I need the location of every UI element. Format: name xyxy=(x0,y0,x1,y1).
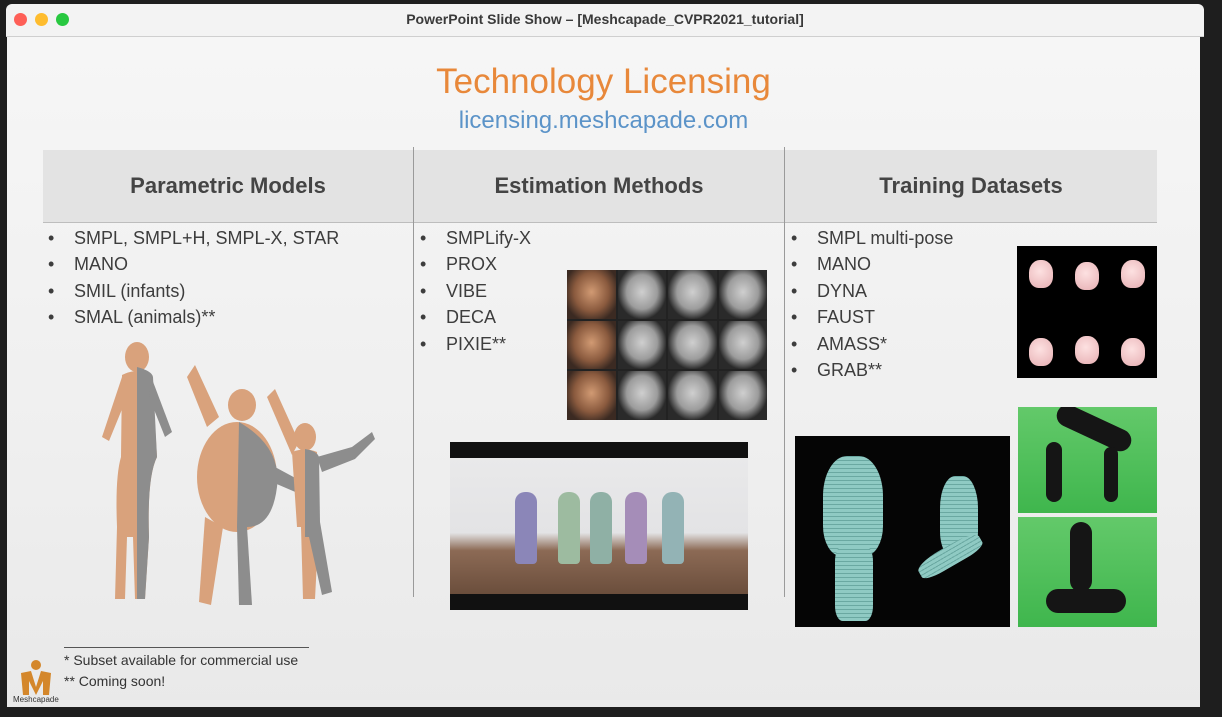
table-header-band xyxy=(43,150,1157,223)
column-heading-parametric-models: Parametric Models xyxy=(130,173,326,198)
mesh-bodies-image xyxy=(795,436,1010,627)
minimize-window-button[interactable] xyxy=(35,13,48,26)
face-mesh xyxy=(617,320,666,370)
footnote-commercial: * Subset available for commercial use xyxy=(64,652,299,668)
mocap-suit xyxy=(1053,407,1135,455)
list-item: SMPL, SMPL+H, SMPL-X, STAR xyxy=(44,225,339,252)
dancer-figure xyxy=(558,492,580,564)
footnote-coming-soon: ** Coming soon! xyxy=(64,673,166,689)
face-mesh xyxy=(718,270,767,319)
hand-model xyxy=(1121,338,1145,366)
list-item: DECA xyxy=(416,304,531,331)
list-item: DYNA xyxy=(787,278,953,305)
hand-model xyxy=(1029,260,1053,288)
list-item: MANO xyxy=(44,251,339,278)
mocap-suit xyxy=(1046,589,1126,613)
slide[interactable]: Technology Licensing licensing.meshcapad… xyxy=(7,37,1200,707)
column-heading-estimation-methods: Estimation Methods xyxy=(494,173,704,198)
list-item: SMPL multi-pose xyxy=(787,225,953,252)
window-title: PowerPoint Slide Show – [Meshcapade_CVPR… xyxy=(406,11,804,27)
dancer-figure xyxy=(662,492,684,564)
hand-model xyxy=(1029,338,1053,366)
dancer-figure xyxy=(590,492,612,564)
title-bar: PowerPoint Slide Show – [Meshcapade_CVPR… xyxy=(6,4,1204,37)
list-item: AMASS* xyxy=(787,331,953,358)
mesh-figure xyxy=(823,456,883,556)
list-item: SMPLify-X xyxy=(416,225,531,252)
face-photo xyxy=(567,371,616,420)
face-mesh xyxy=(668,320,717,370)
list-item: VIBE xyxy=(416,278,531,305)
dancer-figure xyxy=(515,492,537,564)
face-photo xyxy=(567,270,616,319)
mocap-image-1 xyxy=(1018,407,1157,513)
list-item: PIXIE** xyxy=(416,331,531,358)
footnote-divider xyxy=(64,647,309,648)
face-reconstruction-image xyxy=(567,270,767,420)
mocap-suit xyxy=(1046,442,1062,502)
hand-model xyxy=(1121,260,1145,288)
face-mesh xyxy=(668,270,717,319)
mocap-suit xyxy=(1104,447,1118,502)
list-item: FAUST xyxy=(787,304,953,331)
meshcapade-logo-icon xyxy=(21,660,51,695)
list-item: SMAL (animals)** xyxy=(44,304,339,331)
parametric-models-list: SMPL, SMPL+H, SMPL-X, STAR MANO SMIL (in… xyxy=(44,225,339,331)
training-datasets-list: SMPL multi-pose MANO DYNA FAUST AMASS* G… xyxy=(787,225,953,384)
hand-model xyxy=(1075,336,1099,364)
face-mesh xyxy=(617,270,666,319)
dancer-figure xyxy=(625,492,647,564)
column-divider xyxy=(413,147,414,597)
licensing-url[interactable]: licensing.meshcapade.com xyxy=(458,107,749,134)
face-mesh xyxy=(617,371,666,420)
list-item: SMIL (infants) xyxy=(44,278,339,305)
body-models-illustration xyxy=(102,342,375,605)
list-item: PROX xyxy=(416,251,531,278)
logo-label: Meshcapade xyxy=(13,695,59,704)
maximize-window-button[interactable] xyxy=(56,13,69,26)
face-photo xyxy=(567,320,616,370)
hand-model xyxy=(1075,262,1099,290)
body-models-image xyxy=(87,337,377,617)
mocap-suit xyxy=(1070,522,1092,592)
list-item: GRAB** xyxy=(787,357,953,384)
slide-title: Technology Licensing xyxy=(436,62,771,101)
estimation-methods-list: SMPLify-X PROX VIBE DECA PIXIE** xyxy=(416,225,531,357)
list-item: MANO xyxy=(787,251,953,278)
video-scene xyxy=(450,458,748,594)
column-heading-training-datasets: Training Datasets xyxy=(879,173,1063,198)
face-mesh xyxy=(718,320,767,370)
face-mesh xyxy=(718,371,767,420)
close-window-button[interactable] xyxy=(14,13,27,26)
face-mesh xyxy=(668,371,717,420)
mocap-image-2 xyxy=(1018,517,1157,627)
mesh-figure xyxy=(835,546,873,621)
column-divider xyxy=(784,147,785,597)
hand-models-image xyxy=(1017,246,1157,378)
dance-video-frame xyxy=(450,442,748,610)
